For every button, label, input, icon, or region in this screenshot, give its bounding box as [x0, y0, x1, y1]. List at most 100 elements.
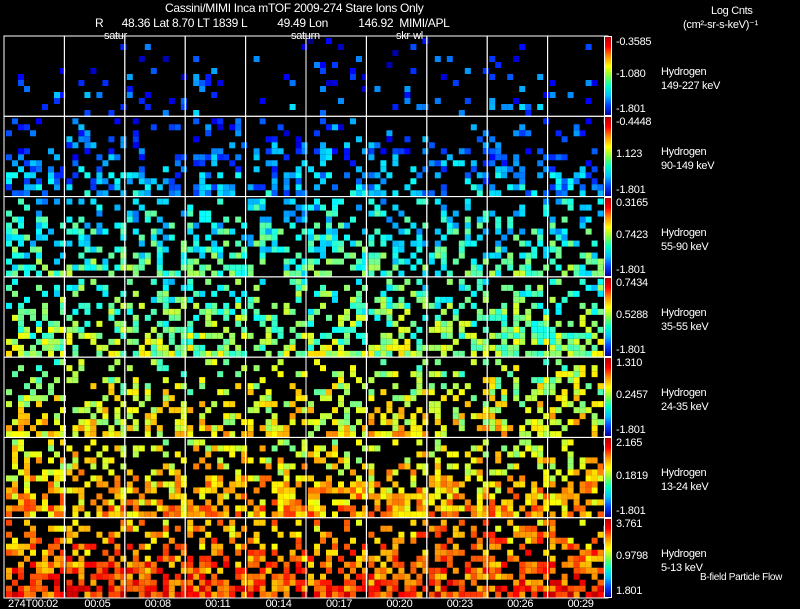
heatmap-cell: [567, 481, 574, 488]
heatmap-cell: [326, 555, 332, 562]
heatmap-cell: [114, 543, 121, 550]
heatmap-cell: [446, 561, 453, 568]
heatmap-cell: [211, 118, 218, 125]
heatmap-cell: [96, 332, 103, 339]
heatmap-cell: [416, 439, 423, 446]
heatmap-cell: [513, 344, 520, 351]
heatmap-cell: [223, 308, 230, 315]
heatmap-cell: [126, 92, 133, 98]
heatmap-cell: [156, 425, 163, 432]
heatmap-cell: [308, 314, 314, 321]
heatmap-cell: [6, 258, 12, 265]
heatmap-cell: [573, 505, 580, 512]
heatmap-cell: [12, 338, 18, 345]
heatmap-cell: [138, 56, 145, 62]
heatmap-cell: [168, 537, 175, 544]
heatmap-cell: [476, 270, 483, 277]
heatmap-cell: [410, 481, 417, 488]
heatmap-cell: [470, 413, 477, 420]
heatmap-cell: [229, 445, 236, 452]
heatmap-cell: [120, 234, 127, 241]
heatmap-cell: [132, 505, 139, 512]
heatmap-cell: [362, 184, 368, 191]
heatmap-cell: [482, 350, 489, 357]
heatmap-cell: [259, 258, 266, 265]
heatmap-cell: [482, 142, 489, 149]
heatmap-cell: [464, 332, 471, 339]
heatmap-cell: [326, 148, 332, 155]
heatmap-cell: [120, 431, 127, 438]
heatmap-cell: [489, 344, 496, 351]
heatmap-cell: [102, 377, 109, 384]
heatmap-cell: [549, 413, 556, 420]
heatmap-cell: [519, 86, 526, 92]
heatmap-cell: [368, 395, 375, 402]
heatmap-cell: [217, 549, 224, 556]
heatmap-cell: [187, 555, 194, 562]
heatmap-cell: [138, 204, 145, 211]
heatmap-cell: [597, 190, 604, 197]
heatmap-cell: [259, 184, 266, 191]
heatmap-cell: [350, 431, 356, 438]
heatmap-cell: [253, 166, 260, 173]
heatmap-cell: [295, 505, 302, 512]
heatmap-cell: [96, 401, 103, 408]
heatmap-cell: [223, 389, 230, 396]
heatmap-cell: [320, 252, 326, 259]
heatmap-cell: [168, 124, 175, 131]
heatmap-cell: [374, 445, 381, 452]
heatmap-cell: [320, 573, 326, 580]
heatmap-cell: [374, 579, 381, 586]
heatmap-cell: [555, 591, 562, 598]
heatmap-cell: [283, 493, 290, 500]
heatmap-cell: [138, 499, 145, 506]
heatmap-cell: [591, 344, 598, 351]
heatmap-cell: [150, 419, 157, 426]
heatmap-cell: [193, 445, 200, 452]
heatmap-cell: [338, 246, 344, 253]
heatmap-cell: [144, 591, 151, 598]
heatmap-cell: [398, 505, 405, 512]
heatmap-cell: [271, 190, 278, 197]
heatmap-cell: [223, 350, 230, 357]
heatmap-cell: [12, 475, 18, 482]
heatmap-cell: [398, 326, 405, 333]
heatmap-cell: [362, 511, 368, 518]
heatmap-cell: [229, 451, 236, 458]
heatmap-cell: [452, 210, 459, 217]
heatmap-cell: [12, 487, 18, 494]
heatmap-cell: [362, 172, 368, 179]
heatmap-cell: [144, 389, 151, 396]
heatmap-cell: [422, 519, 429, 526]
heatmap-cell: [531, 445, 538, 452]
heatmap-cell: [235, 475, 242, 482]
heatmap-cell: [320, 365, 326, 372]
heatmap-cell: [579, 365, 586, 372]
heatmap-cell: [114, 359, 121, 366]
heatmap-cell: [356, 419, 362, 426]
heatmap-cell: [314, 222, 320, 229]
heatmap-cell: [350, 68, 356, 74]
heatmap-cell: [537, 511, 544, 518]
heatmap-cell: [138, 567, 145, 574]
heatmap-cell: [362, 302, 368, 309]
heatmap-cell: [199, 210, 206, 217]
heatmap-cell: [555, 371, 562, 378]
heatmap-cell: [223, 419, 230, 426]
heatmap-cell: [380, 579, 387, 586]
heatmap-cell: [265, 136, 272, 143]
heatmap-cell: [332, 549, 338, 556]
heatmap-cell: [513, 591, 520, 598]
heatmap-cell: [187, 344, 194, 351]
heatmap-cell: [591, 258, 598, 265]
heatmap-cell: [326, 210, 332, 217]
heatmap-cell: [440, 204, 447, 211]
heatmap-cell: [470, 525, 477, 532]
heatmap-cell: [72, 531, 79, 538]
heatmap-cell: [277, 350, 284, 357]
heatmap-cell: [187, 264, 194, 271]
heatmap-cell: [6, 172, 12, 179]
heatmap-cell: [235, 511, 242, 518]
heatmap-cell: [180, 296, 187, 303]
heatmap-cell: [48, 505, 54, 512]
